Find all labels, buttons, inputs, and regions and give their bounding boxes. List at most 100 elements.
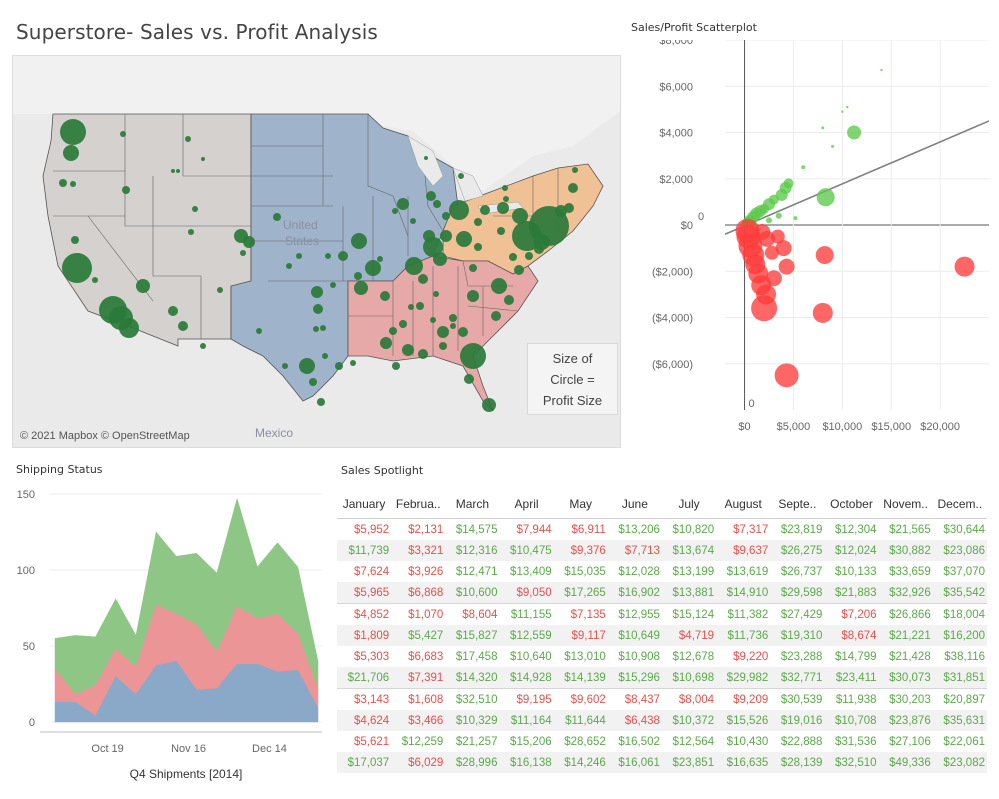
scatter-point[interactable] bbox=[754, 223, 771, 240]
profit-circle[interactable] bbox=[503, 196, 509, 202]
column-header[interactable]: March bbox=[445, 490, 500, 519]
profit-circle[interactable] bbox=[504, 295, 514, 305]
profit-circle[interactable] bbox=[460, 343, 486, 369]
profit-circle[interactable] bbox=[335, 362, 343, 370]
profit-circle[interactable] bbox=[313, 326, 319, 332]
profit-circle[interactable] bbox=[439, 342, 447, 350]
profit-circle[interactable] bbox=[464, 374, 474, 384]
profit-circle[interactable] bbox=[456, 231, 472, 247]
scatter-point[interactable] bbox=[816, 188, 835, 207]
profit-circle[interactable] bbox=[338, 251, 348, 261]
scatter-point[interactable] bbox=[815, 246, 834, 265]
scatter-point[interactable] bbox=[801, 165, 806, 170]
column-header[interactable]: Novem.. bbox=[878, 490, 933, 519]
profit-circle[interactable] bbox=[572, 167, 578, 173]
scatter-point[interactable] bbox=[775, 188, 788, 201]
profit-circle[interactable] bbox=[60, 119, 86, 145]
scatter-point[interactable] bbox=[778, 258, 795, 275]
profit-circle[interactable] bbox=[299, 358, 315, 374]
profit-circle[interactable] bbox=[62, 253, 92, 283]
profit-circle[interactable] bbox=[200, 343, 206, 349]
profit-circle[interactable] bbox=[350, 360, 356, 366]
profit-circle[interactable] bbox=[122, 186, 130, 194]
scatter-point[interactable] bbox=[847, 125, 862, 140]
area-series-blue[interactable] bbox=[54, 660, 319, 723]
profit-circle[interactable] bbox=[433, 291, 439, 297]
profit-circle[interactable] bbox=[433, 200, 441, 208]
scatter-point[interactable] bbox=[821, 126, 825, 130]
profit-circle[interactable] bbox=[192, 206, 198, 212]
profit-circle[interactable] bbox=[313, 304, 323, 314]
profit-circle[interactable] bbox=[442, 212, 450, 220]
profit-circle[interactable] bbox=[430, 317, 436, 323]
profit-circle[interactable] bbox=[449, 314, 457, 322]
profit-circle[interactable] bbox=[171, 169, 175, 173]
profit-circle[interactable] bbox=[482, 398, 496, 412]
profit-circle[interactable] bbox=[392, 208, 398, 214]
shipping-area-chart[interactable]: 150 100 50 0 Oct 19 Nov 16 Dec 14 Q4 Shipments … bbox=[0, 480, 330, 790]
profit-circle[interactable] bbox=[405, 257, 423, 275]
profit-circle[interactable] bbox=[317, 398, 325, 406]
profit-circle[interactable] bbox=[256, 328, 262, 334]
profit-circle[interactable] bbox=[70, 181, 76, 187]
profit-circle[interactable] bbox=[201, 157, 205, 161]
profit-circle[interactable] bbox=[320, 325, 326, 331]
scatter-point[interactable] bbox=[765, 270, 782, 287]
profit-circle[interactable] bbox=[480, 205, 490, 215]
profit-circle[interactable] bbox=[418, 349, 428, 359]
profit-circle[interactable] bbox=[410, 218, 416, 224]
profit-circle[interactable] bbox=[509, 253, 517, 261]
profit-circle[interactable] bbox=[426, 191, 436, 201]
scatter-point[interactable] bbox=[735, 218, 760, 243]
column-header[interactable]: October bbox=[824, 490, 879, 519]
profit-circle[interactable] bbox=[399, 320, 407, 328]
scatter-point[interactable] bbox=[841, 110, 844, 113]
map-credit[interactable]: © 2021 Mapbox © OpenStreetMap bbox=[20, 430, 190, 442]
profit-circle[interactable] bbox=[514, 265, 524, 275]
profit-circle[interactable] bbox=[380, 291, 390, 301]
profit-circle[interactable] bbox=[380, 337, 392, 349]
profit-circle[interactable] bbox=[568, 183, 578, 193]
profit-circle[interactable] bbox=[286, 263, 292, 269]
column-header[interactable]: August bbox=[716, 490, 771, 519]
profit-circle[interactable] bbox=[424, 156, 428, 160]
profit-circle[interactable] bbox=[491, 278, 507, 294]
profit-circle[interactable] bbox=[408, 304, 414, 310]
profit-circle[interactable] bbox=[397, 198, 409, 210]
profit-circle[interactable] bbox=[119, 318, 139, 338]
profit-circle[interactable] bbox=[178, 321, 188, 331]
profit-circle[interactable] bbox=[92, 277, 98, 283]
profit-circle[interactable] bbox=[418, 274, 428, 284]
scatter-point[interactable] bbox=[846, 105, 849, 109]
profit-circle[interactable] bbox=[59, 179, 67, 187]
profit-circle[interactable] bbox=[354, 272, 362, 280]
profit-circle[interactable] bbox=[63, 145, 79, 161]
column-header[interactable]: July bbox=[661, 490, 717, 519]
profit-circle[interactable] bbox=[377, 256, 383, 262]
profit-circle[interactable] bbox=[525, 252, 533, 260]
scatter-chart[interactable]: $8,000 $6,000 $4,000 $2,000 $0 ($2,000) ($4,00… bbox=[625, 40, 989, 445]
profit-circle[interactable] bbox=[423, 237, 443, 257]
scatter-point[interactable] bbox=[775, 240, 792, 257]
profit-circle[interactable] bbox=[273, 213, 281, 221]
profit-circle[interactable] bbox=[458, 327, 468, 337]
profit-circle[interactable] bbox=[217, 287, 223, 293]
profit-circle[interactable] bbox=[365, 260, 381, 276]
scatter-point[interactable] bbox=[766, 217, 772, 224]
us-map[interactable]: United States Mexico Size of Circle = Pr… bbox=[12, 55, 621, 448]
profit-circle[interactable] bbox=[354, 281, 368, 295]
profit-circle[interactable] bbox=[458, 173, 464, 179]
scatter-point[interactable] bbox=[954, 256, 975, 277]
profit-circle[interactable] bbox=[392, 362, 400, 370]
column-header[interactable]: May bbox=[553, 490, 608, 519]
scatter-point[interactable] bbox=[783, 178, 794, 189]
scatter-point[interactable] bbox=[774, 363, 799, 388]
profit-circle[interactable] bbox=[322, 353, 328, 359]
profit-circle[interactable] bbox=[351, 233, 367, 249]
profit-circle[interactable] bbox=[282, 363, 288, 369]
scatter-point[interactable] bbox=[812, 302, 833, 323]
profit-circle[interactable] bbox=[449, 200, 469, 220]
column-header[interactable]: Februa.. bbox=[391, 490, 446, 519]
column-header[interactable]: January bbox=[337, 490, 392, 519]
column-header[interactable]: April bbox=[499, 490, 554, 519]
